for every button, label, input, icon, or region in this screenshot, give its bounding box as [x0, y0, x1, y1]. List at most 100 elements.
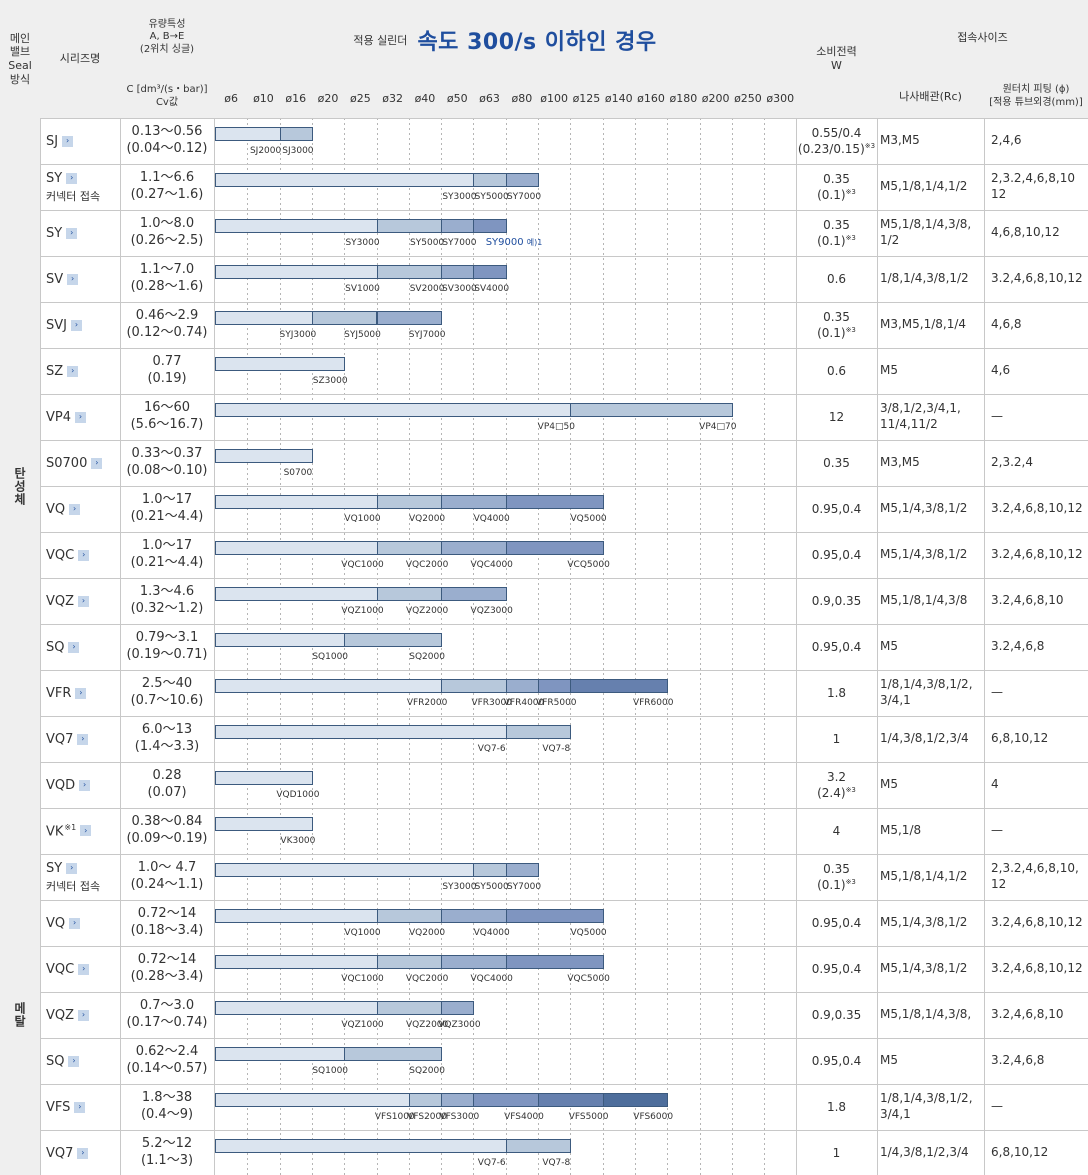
series-cell[interactable]: VP4 ›	[40, 394, 120, 440]
series-link[interactable]: SVJ ›	[46, 318, 120, 333]
series-name[interactable]: SQ	[46, 1053, 65, 1069]
series-name[interactable]: SZ	[46, 363, 64, 379]
series-cell[interactable]: VK※1 ›	[40, 808, 120, 854]
series-cell[interactable]: S0700 ›	[40, 440, 120, 486]
series-cell[interactable]: SY ›	[40, 210, 120, 256]
chevron-right-icon[interactable]: ›	[70, 319, 82, 331]
series-name[interactable]: SVJ	[46, 317, 67, 333]
series-link[interactable]: SZ ›	[46, 364, 120, 379]
series-name[interactable]: VK※1	[46, 822, 77, 840]
chevron-right-icon[interactable]: ›	[69, 503, 81, 515]
chevron-right-icon[interactable]: ›	[78, 595, 90, 607]
series-link[interactable]: VQD ›	[46, 778, 120, 793]
series-name[interactable]: SY	[46, 860, 63, 876]
series-link[interactable]: VQZ ›	[46, 1008, 120, 1023]
chevron-right-icon[interactable]: ›	[80, 825, 92, 837]
chevron-right-icon[interactable]: ›	[66, 172, 78, 184]
chevron-right-icon[interactable]: ›	[78, 549, 90, 561]
power-sub-value: (0.1)※3	[817, 326, 856, 340]
series-link[interactable]: VQ ›	[46, 502, 120, 517]
tube-fitting-cell: 3.2,4,6,8,10,12	[991, 501, 1083, 516]
chevron-right-icon[interactable]: ›	[77, 733, 89, 745]
chevron-right-icon[interactable]: ›	[79, 779, 91, 791]
series-cell[interactable]: VQ7 ›	[40, 716, 120, 762]
series-link[interactable]: VFS ›	[46, 1100, 120, 1115]
series-cell[interactable]: SQ ›	[40, 624, 120, 670]
series-link[interactable]: SY ›	[46, 226, 120, 241]
series-name[interactable]: SY	[46, 225, 63, 241]
chevron-right-icon[interactable]: ›	[62, 135, 74, 147]
series-link[interactable]: VQC ›	[46, 548, 120, 563]
series-cell[interactable]: SVJ ›	[40, 302, 120, 348]
flow-c-value: 0.79〜3.1	[135, 630, 199, 646]
cylinder-range-label: SY5000	[474, 882, 509, 892]
series-name[interactable]: VQ7	[46, 731, 74, 747]
pipe-thread-cell: M5,1/8,1/4,1/2	[880, 179, 968, 194]
series-cell[interactable]: SQ ›	[40, 1038, 120, 1084]
series-link[interactable]: VQ7 ›	[46, 732, 120, 747]
series-name[interactable]: S0700	[46, 455, 88, 471]
series-cell[interactable]: VQC ›	[40, 532, 120, 578]
series-cell[interactable]: SJ ›	[40, 118, 120, 164]
series-name[interactable]: VQ	[46, 915, 66, 931]
chevron-right-icon[interactable]: ›	[91, 457, 103, 469]
series-cell[interactable]: VQZ ›	[40, 578, 120, 624]
series-name[interactable]: VFS	[46, 1099, 71, 1115]
series-cell[interactable]: VQ ›	[40, 900, 120, 946]
series-link[interactable]: VQC ›	[46, 962, 120, 977]
chevron-right-icon[interactable]: ›	[78, 963, 90, 975]
series-name[interactable]: VQC	[46, 547, 75, 563]
chevron-right-icon[interactable]: ›	[77, 1147, 89, 1159]
series-name[interactable]: SV	[46, 271, 64, 287]
series-cell[interactable]: SY › 커넥터 접속	[40, 854, 120, 900]
series-cell[interactable]: SY › 커넥터 접속	[40, 164, 120, 210]
series-cell[interactable]: VFR ›	[40, 670, 120, 716]
chevron-right-icon[interactable]: ›	[69, 917, 81, 929]
chevron-right-icon[interactable]: ›	[78, 1009, 90, 1021]
series-cell[interactable]: VQ7 ›	[40, 1130, 120, 1175]
chevron-right-icon[interactable]: ›	[75, 411, 87, 423]
series-name[interactable]: VQC	[46, 961, 75, 977]
series-link[interactable]: SQ ›	[46, 1054, 120, 1069]
series-cell[interactable]: SV ›	[40, 256, 120, 302]
series-link[interactable]: VQ ›	[46, 916, 120, 931]
series-cell[interactable]: VQ ›	[40, 486, 120, 532]
chevron-right-icon[interactable]: ›	[66, 227, 78, 239]
series-cell[interactable]: VFS ›	[40, 1084, 120, 1130]
series-link[interactable]: VFR ›	[46, 686, 120, 701]
series-link[interactable]: SV ›	[46, 272, 120, 287]
chevron-right-icon[interactable]: ›	[67, 365, 79, 377]
chevron-right-icon[interactable]: ›	[67, 273, 79, 285]
series-link[interactable]: S0700 ›	[46, 456, 120, 471]
chevron-right-icon[interactable]: ›	[66, 862, 78, 874]
series-name[interactable]: SJ	[46, 133, 59, 149]
series-link[interactable]: SY ›	[46, 171, 120, 186]
series-name[interactable]: VQ7	[46, 1145, 74, 1161]
series-name[interactable]: VP4	[46, 409, 72, 425]
series-cell[interactable]: SZ ›	[40, 348, 120, 394]
cylinder-range-bar	[344, 1047, 443, 1061]
series-name[interactable]: SQ	[46, 639, 65, 655]
series-cell[interactable]: VQZ ›	[40, 992, 120, 1038]
cylinder-range-label: VQZ3000	[438, 1020, 481, 1030]
flow-cell: 0.79〜3.1 (0.19〜0.71)	[120, 624, 214, 670]
series-link[interactable]: VK※1 ›	[46, 823, 120, 839]
series-name[interactable]: VQ	[46, 501, 66, 517]
series-link[interactable]: VQZ ›	[46, 594, 120, 609]
chevron-right-icon[interactable]: ›	[74, 1101, 86, 1113]
series-cell[interactable]: VQD ›	[40, 762, 120, 808]
series-name[interactable]: SY	[46, 170, 63, 186]
series-name[interactable]: VQZ	[46, 593, 75, 609]
series-link[interactable]: VP4 ›	[46, 410, 120, 425]
series-cell[interactable]: VQC ›	[40, 946, 120, 992]
chevron-right-icon[interactable]: ›	[75, 687, 87, 699]
series-link[interactable]: SY ›	[46, 861, 120, 876]
series-link[interactable]: SQ ›	[46, 640, 120, 655]
series-link[interactable]: SJ ›	[46, 134, 120, 149]
series-name[interactable]: VFR	[46, 685, 72, 701]
series-link[interactable]: VQ7 ›	[46, 1146, 120, 1161]
chevron-right-icon[interactable]: ›	[68, 641, 80, 653]
series-name[interactable]: VQD	[46, 777, 76, 793]
series-name[interactable]: VQZ	[46, 1007, 75, 1023]
chevron-right-icon[interactable]: ›	[68, 1055, 80, 1067]
